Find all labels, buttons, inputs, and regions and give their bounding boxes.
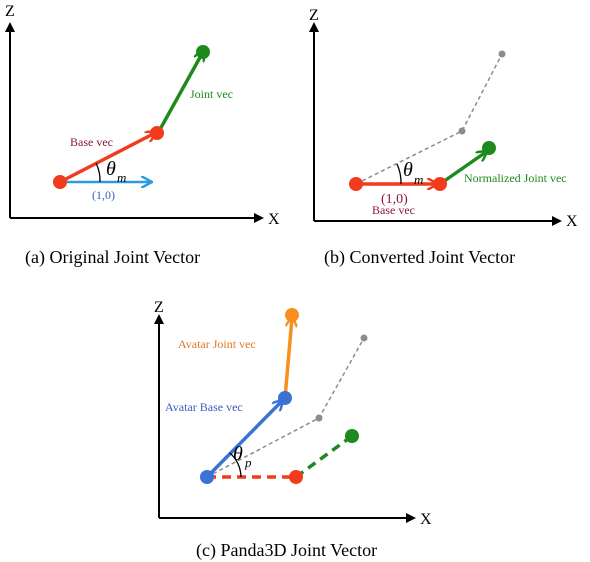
theta-subscript: m <box>414 172 423 187</box>
base-vector <box>59 133 155 184</box>
unit-vec-label: (1,0) <box>92 188 115 202</box>
normalized-joint-vec-label: Normalized Joint vec <box>464 171 567 185</box>
origin-point <box>53 175 67 189</box>
avatar-base-vec-label: Avatar Base vec <box>165 400 243 414</box>
reference-joint-end <box>360 334 368 342</box>
x-axis-label: X <box>420 511 432 528</box>
original-joint-end <box>498 50 506 58</box>
avatar-base-end <box>278 391 292 405</box>
x-axis-label: X <box>566 213 578 230</box>
joint-vector <box>156 52 203 134</box>
joint-end-point <box>482 141 496 155</box>
converted-joint-dashed <box>294 434 354 479</box>
origin-point <box>200 470 214 484</box>
theta-subscript: p <box>244 455 252 470</box>
caption-a: (a) Original Joint Vector <box>25 247 200 268</box>
joint-vec-label: Joint vec <box>190 87 233 101</box>
x-axis-label: X <box>268 211 280 228</box>
avatar-joint-end <box>285 308 299 322</box>
theta-symbol: θ <box>233 443 243 465</box>
converted-joint-end <box>345 429 359 443</box>
panel-b: Z X θ m (1,0) Base vec Normalized Joint … <box>309 7 578 268</box>
original-path-dashed <box>355 53 503 185</box>
origin-point <box>349 177 363 191</box>
base-vec-label: Base vec <box>70 135 113 149</box>
angle-arc <box>396 163 402 185</box>
caption-c: (c) Panda3D Joint Vector <box>196 540 377 561</box>
panel-c: Z X θ p Avatar Joint vec Avatar Base vec… <box>154 299 432 561</box>
normalized-joint-vector <box>439 152 486 186</box>
z-axis-label: Z <box>5 3 15 20</box>
angle-arc <box>229 452 242 478</box>
base-end-point <box>433 177 447 191</box>
joint-end-point <box>196 45 210 59</box>
theta-subscript: m <box>117 170 126 185</box>
angle-arc <box>95 162 101 183</box>
z-axis-label: Z <box>154 299 164 316</box>
panel-a: Z X Base vec Joint vec (1,0) θ m (a) Ori… <box>4 3 280 268</box>
reference-base-end <box>315 414 323 422</box>
theta-symbol: θ <box>403 159 413 181</box>
avatar-base-vector <box>205 401 282 479</box>
base-end-point <box>150 126 164 140</box>
unit-vec-label: (1,0) <box>381 192 408 207</box>
caption-b: (b) Converted Joint Vector <box>324 247 515 268</box>
avatar-joint-vec-label: Avatar Joint vec <box>178 337 256 351</box>
avatar-joint-vector <box>283 318 292 399</box>
base-vec-label: Base vec <box>372 203 415 217</box>
converted-base-end <box>289 470 303 484</box>
theta-symbol: θ <box>106 158 116 180</box>
original-base-end <box>458 127 466 135</box>
z-axis-label: Z <box>309 7 319 24</box>
